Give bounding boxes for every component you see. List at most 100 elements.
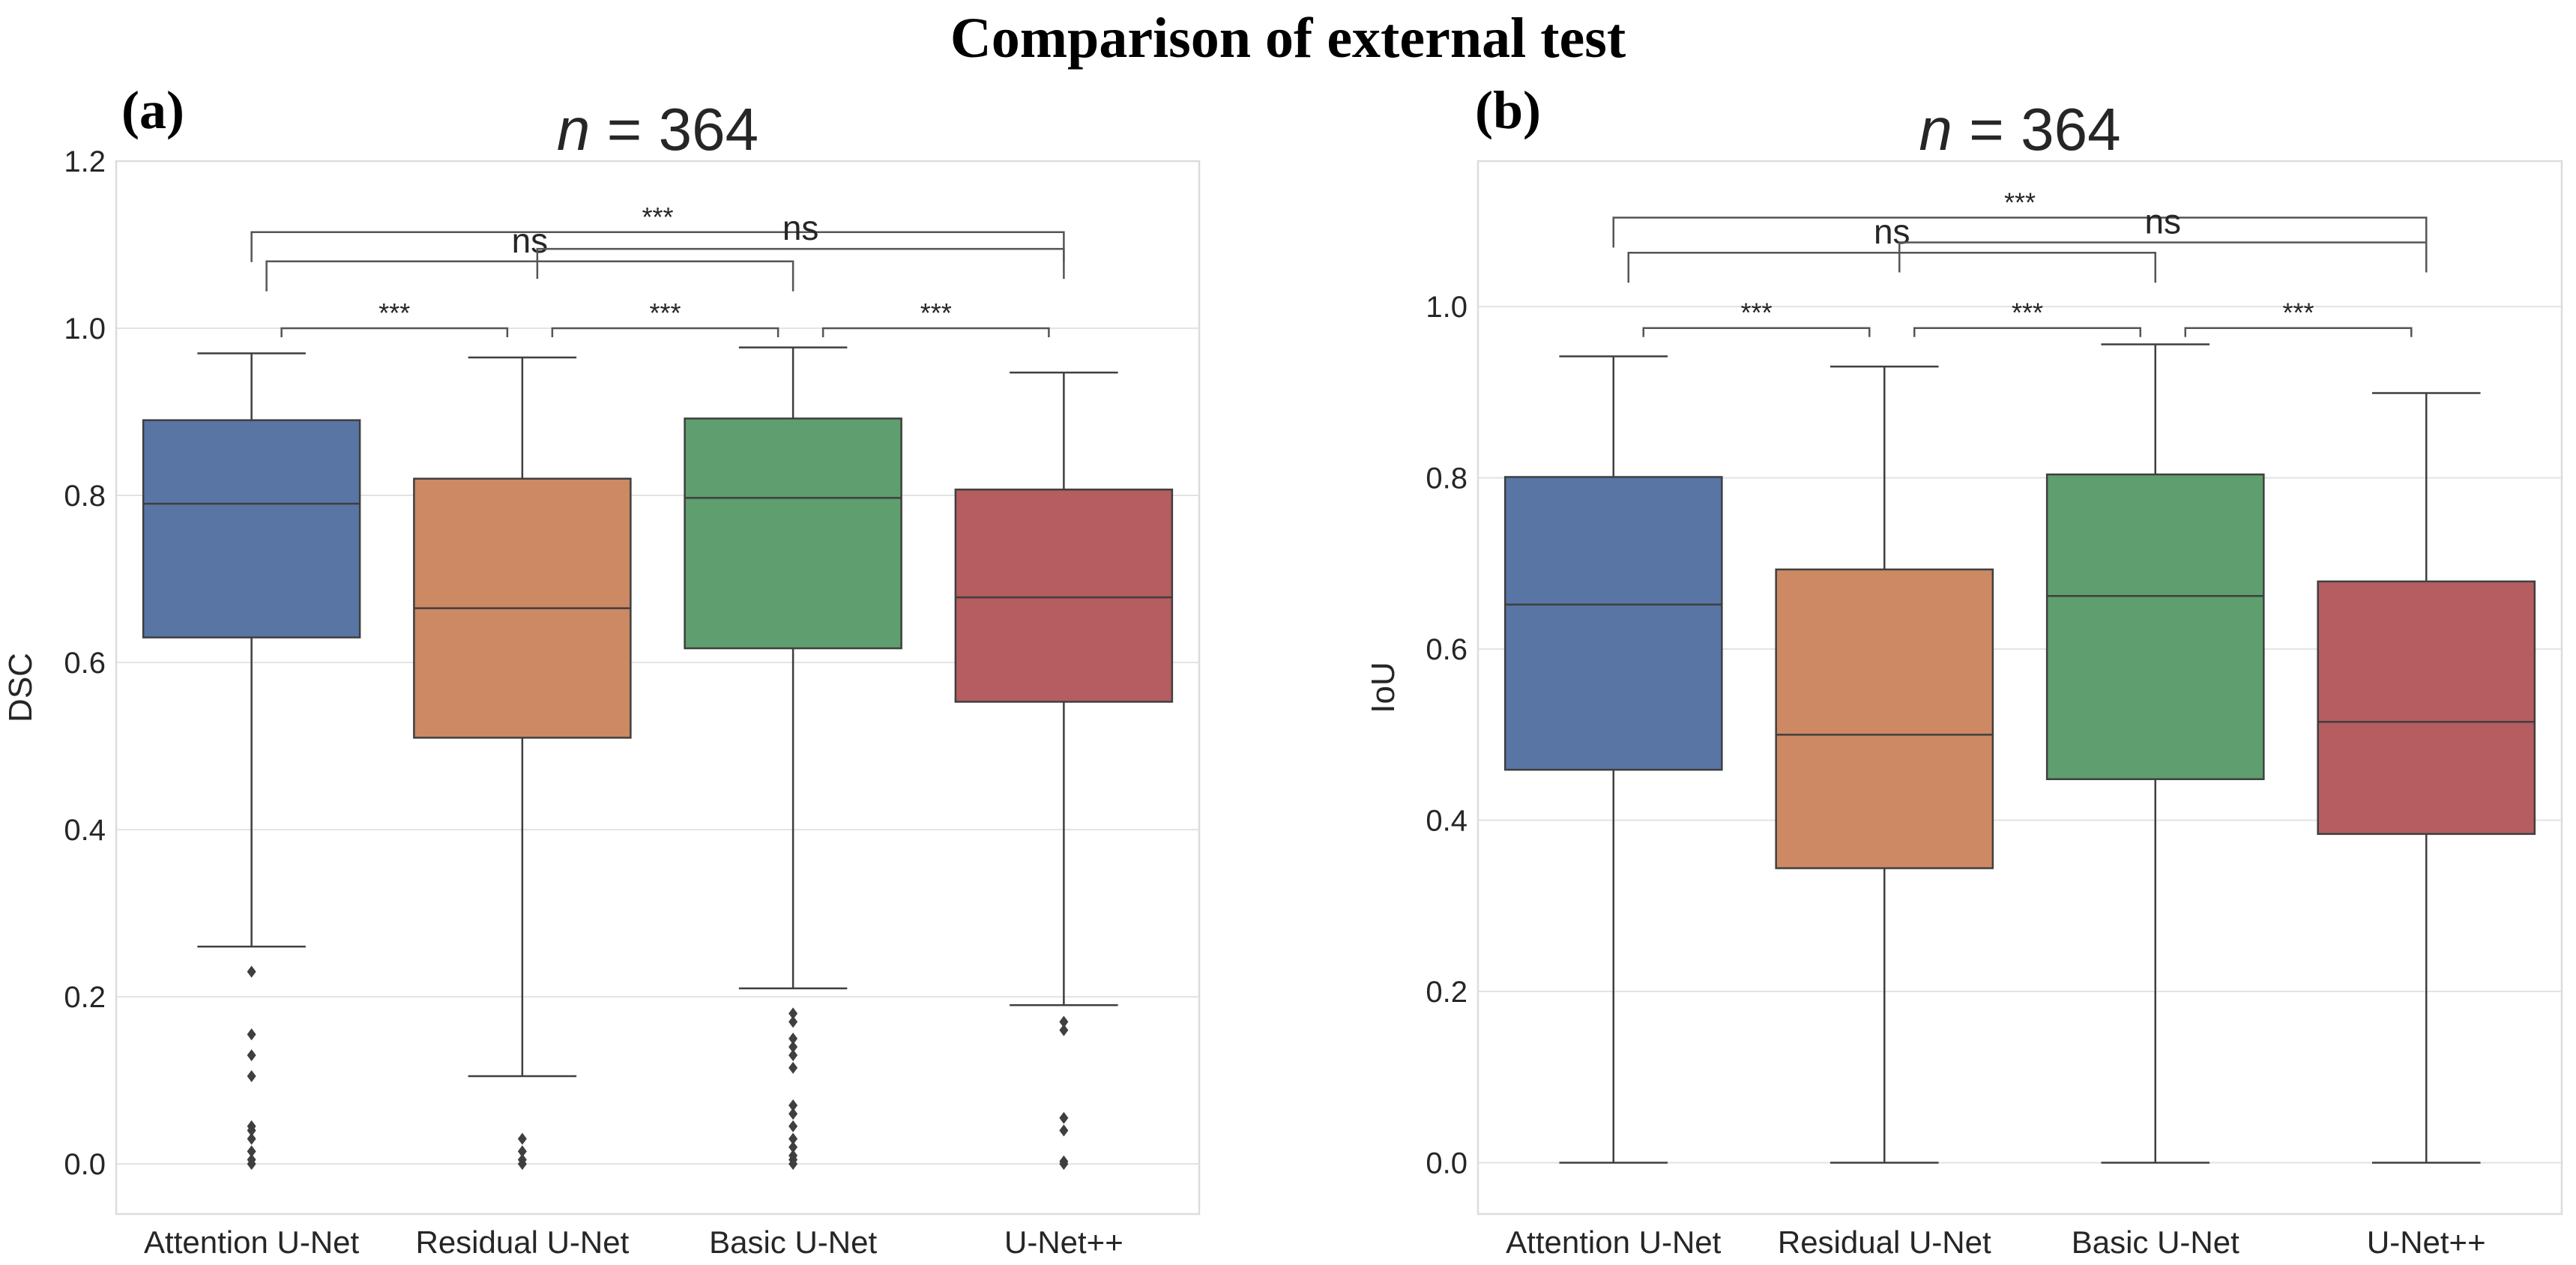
ytick-label-b-3: 0.6 [1426, 633, 1468, 666]
ytick-label-a-3: 0.6 [64, 647, 106, 680]
flier-a-3-2 [1059, 1111, 1069, 1124]
x-tick-label-a-3: U-Net++ [1004, 1225, 1123, 1260]
x-tick-label-a-2: Basic U-Net [709, 1225, 877, 1260]
box-a-2 [684, 417, 902, 650]
sig-label-b-0: *** [2004, 187, 2036, 217]
flier-a-0-0 [247, 965, 256, 978]
flier-a-2-1 [788, 1015, 798, 1028]
ytick-label-b-0: 0.0 [1426, 1147, 1468, 1180]
flier-a-0-6 [247, 1132, 256, 1145]
figure-title: Comparison of external test [950, 7, 1626, 70]
axes-frame-b [1476, 160, 2563, 1216]
ytick-label-b-5: 1.0 [1426, 291, 1468, 324]
sig-bracket-b-3 [1642, 327, 1871, 337]
ytick-label-a-0: 0.0 [64, 1148, 106, 1181]
sig-bracket-a-1 [265, 260, 794, 292]
box-group-b-1 [1775, 365, 1994, 1164]
flier-a-0-2 [247, 1049, 256, 1062]
box-b-0 [1503, 476, 1723, 771]
flier-a-1-0 [517, 1132, 527, 1145]
box-group-a-0 [142, 352, 361, 1171]
x-tick-label-b-2: Basic U-Net [2072, 1225, 2239, 1260]
sig-bracket-a-2 [536, 247, 1065, 280]
flier-a-2-5 [788, 1061, 798, 1074]
ytick-label-b-1: 0.2 [1426, 976, 1468, 1009]
title-count-a: = 364 [590, 96, 758, 163]
y-axis-label-a: DSC [2, 653, 39, 722]
sig-bracket-a-3 [280, 327, 509, 338]
sig-label-a-1: ns [512, 221, 549, 260]
flier-a-0-9 [247, 1158, 256, 1171]
sig-label-b-1: ns [1874, 212, 1910, 251]
box-group-b-2 [2045, 343, 2265, 1164]
box-group-a-3 [954, 371, 1174, 1171]
flier-a-2-7 [788, 1108, 798, 1120]
sig-label-a-3: *** [378, 298, 410, 328]
title-n-a: n [557, 96, 591, 163]
ytick-label-b-4: 0.8 [1426, 462, 1468, 495]
flier-a-1-1 [517, 1145, 527, 1158]
flier-a-2-4 [788, 1049, 798, 1062]
x-tick-label-b-1: Residual U-Net [1778, 1225, 1991, 1260]
flier-a-0-5 [247, 1124, 256, 1137]
flier-a-3-5 [1059, 1158, 1069, 1171]
sig-bracket-b-0 [1612, 217, 2428, 248]
box-b-1 [1775, 568, 1994, 869]
flier-a-2-3 [788, 1040, 798, 1053]
sig-label-a-5: *** [920, 298, 952, 328]
flier-a-2-13 [788, 1158, 798, 1171]
ytick-label-b-2: 0.4 [1426, 805, 1468, 838]
sig-label-b-5: *** [2282, 298, 2314, 328]
flier-a-3-1 [1059, 1024, 1069, 1036]
ytick-label-a-1: 0.2 [64, 981, 106, 1014]
sig-bracket-b-4 [1913, 327, 2141, 337]
box-group-a-2 [684, 346, 902, 1171]
sig-label-a-0: *** [642, 202, 673, 232]
sig-bracket-a-0 [250, 231, 1065, 262]
sig-bracket-b-5 [2184, 327, 2413, 337]
flier-a-0-7 [247, 1145, 256, 1158]
title-n-b: n [1919, 96, 1952, 163]
flier-a-2-8 [788, 1120, 798, 1132]
sig-bracket-b-1 [1627, 251, 2156, 283]
title-count-b: = 364 [1952, 96, 2121, 163]
flier-a-0-3 [247, 1070, 256, 1083]
flier-a-2-2 [788, 1032, 798, 1045]
flier-a-2-6 [788, 1099, 798, 1112]
box-a-3 [954, 488, 1174, 703]
sig-label-b-3: *** [1740, 298, 1772, 328]
x-tick-label-b-3: U-Net++ [2367, 1225, 2486, 1260]
flier-a-3-0 [1059, 1015, 1069, 1028]
box-a-0 [142, 419, 361, 638]
panel-label-b: (b) [1475, 80, 1541, 140]
sig-label-a-2: ns [782, 208, 819, 247]
box-group-b-0 [1503, 355, 1723, 1164]
ytick-label-a-4: 0.8 [64, 480, 106, 513]
y-axis-label-b: IoU [1365, 662, 1402, 713]
x-tick-label-a-0: Attention U-Net [144, 1225, 359, 1260]
flier-a-2-9 [788, 1132, 798, 1145]
sig-label-b-4: *** [2012, 298, 2043, 328]
ytick-label-a-6: 1.2 [64, 145, 106, 178]
flier-a-1-3 [517, 1158, 527, 1171]
ytick-label-a-5: 1.0 [64, 313, 106, 345]
chart-title-a: n = 364 [557, 96, 758, 163]
box-b-2 [2045, 473, 2265, 780]
x-tick-label-a-1: Residual U-Net [415, 1225, 629, 1260]
box-group-a-1 [413, 356, 632, 1171]
sig-label-a-4: *** [649, 298, 681, 328]
panel-label-a: (a) [121, 80, 184, 140]
box-b-3 [2317, 580, 2536, 836]
chart-title-b: n = 364 [1919, 96, 2120, 163]
sig-bracket-a-5 [821, 327, 1050, 338]
flier-a-2-10 [788, 1141, 798, 1153]
flier-a-2-0 [788, 1007, 798, 1020]
flier-a-3-3 [1059, 1124, 1069, 1137]
axes-frame-a [115, 160, 1201, 1216]
ytick-label-a-2: 0.4 [64, 814, 106, 847]
sig-label-b-2: ns [2144, 202, 2181, 241]
sig-bracket-b-2 [1898, 241, 2428, 273]
x-tick-label-b-0: Attention U-Net [1506, 1225, 1721, 1260]
